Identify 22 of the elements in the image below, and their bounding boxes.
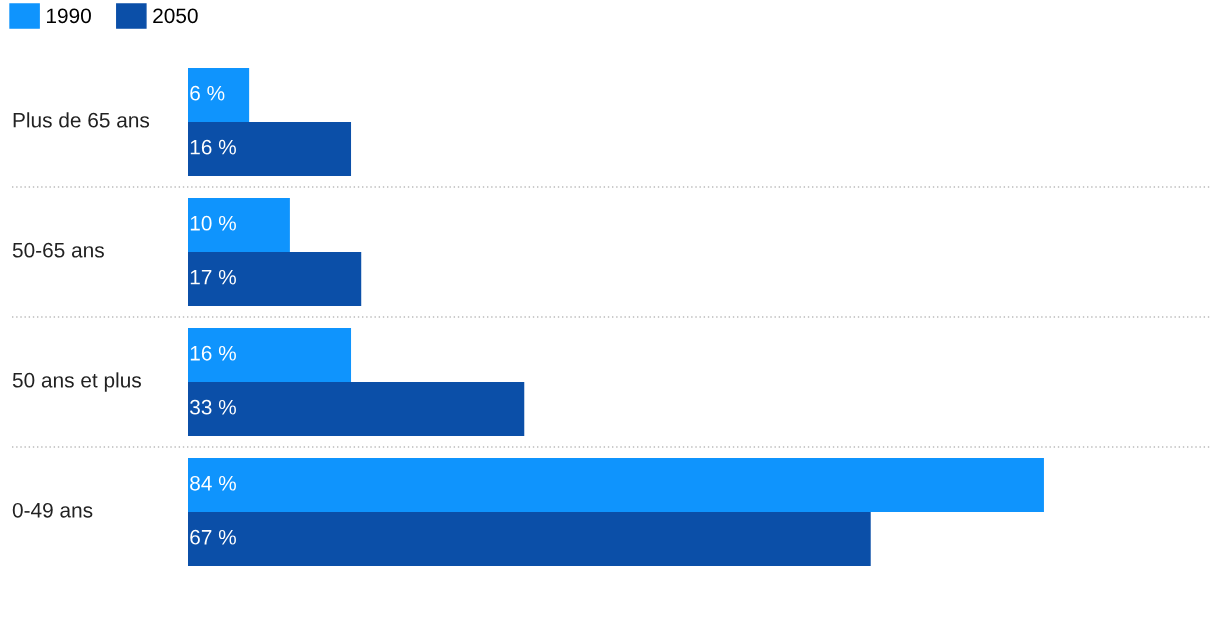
bar	[188, 68, 250, 122]
data-label: 33 %	[190, 399, 236, 415]
data-label: 16 %	[190, 345, 236, 361]
data-label: 17 %	[190, 269, 236, 285]
data-label: 67 %	[190, 529, 236, 545]
bar	[188, 121, 352, 176]
y-tick-label: 0-49 ans	[12, 502, 93, 518]
data-label: 6 %	[190, 85, 225, 101]
bar	[188, 382, 525, 436]
data-label: 84 %	[190, 475, 236, 491]
bar	[188, 512, 871, 566]
legend-label: 1990	[47, 8, 91, 24]
y-tick-label: 50-65 ans	[12, 242, 104, 258]
bar	[188, 198, 290, 252]
y-tick-label: Plus de 65 ans	[13, 112, 150, 128]
y-tick-label: 50 ans et plus	[12, 372, 141, 392]
data-label: 10 %	[190, 215, 236, 231]
data-label: 16 %	[190, 139, 236, 155]
legend-label: 2050	[153, 8, 198, 24]
bar	[188, 458, 1044, 513]
bar	[188, 251, 362, 306]
bar	[188, 328, 352, 383]
